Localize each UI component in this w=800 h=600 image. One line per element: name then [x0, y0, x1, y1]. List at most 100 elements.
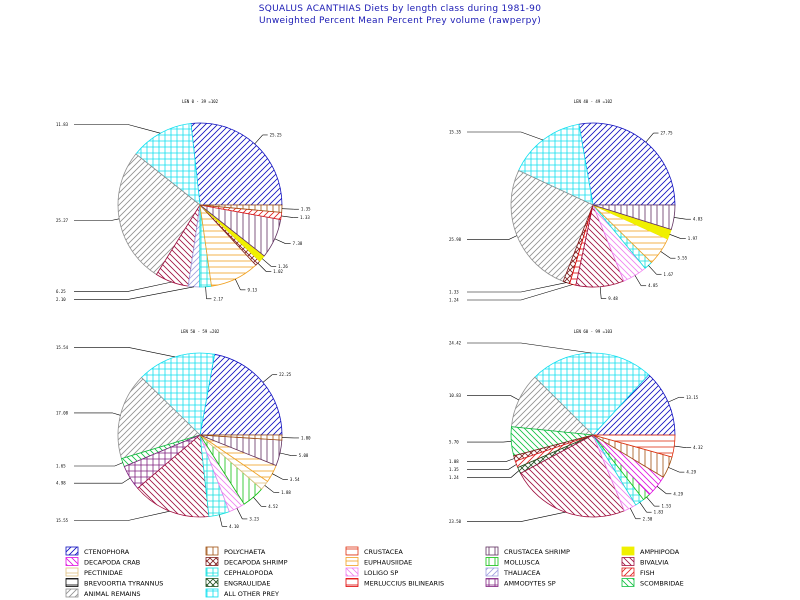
- legend-label: LOLIGO SP: [364, 569, 398, 577]
- slice-value-label: 7.38: [293, 241, 303, 246]
- slice-label-leader: [272, 473, 284, 480]
- slice-label-leader: [467, 282, 567, 293]
- chart-subtitle: Unweighted Percent Mean Percent Prey vol…: [258, 16, 542, 26]
- legend-label: SCOMBRIDAE: [640, 580, 684, 588]
- legend-item-all-other-prey: ALL OTHER PREY: [205, 588, 279, 598]
- pie-slice-animal-remains: [510, 170, 594, 282]
- legend-label: CEPHALOPODA: [224, 569, 273, 577]
- slice-label-leader: [219, 514, 223, 527]
- slice-value-label: 1.35: [449, 467, 459, 472]
- legend-swatch: [345, 557, 359, 566]
- legend-label: ENGRAULIDAE: [224, 580, 270, 588]
- legend-swatch: [345, 567, 359, 577]
- slice-value-label: 27.75: [660, 131, 673, 136]
- slice-value-label: 15.54: [56, 345, 69, 350]
- slice-label-leader: [261, 258, 272, 267]
- slice-value-label: 1.67: [664, 272, 674, 277]
- slice-label-leader: [599, 286, 602, 299]
- slice-value-label: 2.50: [643, 516, 653, 521]
- slice-value-label: 4.10: [229, 524, 239, 529]
- slice-label-leader: [668, 467, 680, 473]
- legend-swatch: [205, 567, 219, 577]
- slice-label-leader: [467, 284, 573, 301]
- slice-value-label: 22.25: [279, 372, 292, 377]
- slice-label-leader: [74, 412, 121, 416]
- slice-value-label: 15.55: [56, 518, 69, 523]
- legend-swatch: [621, 567, 635, 577]
- pie-slice-all-other-prey: [140, 352, 216, 436]
- legend-item-bivalvia: BIVALVIA: [621, 557, 669, 567]
- slice-value-label: 9.13: [247, 287, 257, 292]
- slice-label-leader: [74, 346, 176, 358]
- legend-label: ALL OTHER PREY: [224, 590, 279, 598]
- legend-swatch: [345, 546, 359, 556]
- slice-label-leader: [645, 132, 654, 143]
- legend-swatch: [205, 557, 219, 566]
- legend-swatch: [485, 578, 499, 587]
- pie-chart-1: LEN 0 - 39 =102 25.25 2.17 9.13 1.021.26 7.38…: [56, 99, 311, 302]
- legend-label: CTENOPHORA: [84, 548, 130, 556]
- slice-label-leader: [74, 218, 120, 221]
- slice-label-leader: [281, 215, 294, 218]
- legend-item-decapoda-crab: DECAPODA CRAB: [65, 557, 140, 567]
- slice-label-leader: [262, 374, 273, 383]
- slice-label-leader: [646, 496, 655, 507]
- slice-value-label: 1.00: [301, 435, 311, 440]
- slice-label-leader: [634, 275, 642, 286]
- slice-label-leader: [660, 251, 671, 259]
- slice-value-label: 1.24: [449, 298, 459, 303]
- legend-item-loligo-sp: LOLIGO SP: [345, 567, 398, 577]
- legend-swatch: [345, 578, 359, 587]
- pie-chart-4: LEN 60 - 99 =103 13.15 2.501.831.53 4.29 4.2…: [449, 329, 703, 524]
- slice-value-label: 25.25: [270, 132, 283, 137]
- slice-value-label: 1.97: [688, 236, 698, 241]
- legend-item-euphausiidae: EUPHAUSIIDAE: [345, 557, 412, 567]
- slice-label-leader: [674, 445, 687, 449]
- legend-swatch: [621, 557, 635, 566]
- slice-label-leader: [74, 510, 170, 521]
- slice-label-leader: [467, 395, 520, 401]
- slice-value-label: 1.83: [654, 510, 664, 515]
- legend-item-ammodytes-sp: AMMODYTES SP: [485, 578, 556, 588]
- legend-swatch: [205, 578, 219, 587]
- slice-label-leader: [467, 441, 512, 443]
- legend-label: DECAPODA SHRIMP: [224, 559, 288, 567]
- slice-label-leader: [669, 234, 681, 239]
- pie-chart-2: LEN 40 - 49 =102 27.75 9.48 4.85 1.67 5.55 1.9…: [449, 99, 703, 303]
- legend-swatch: [65, 567, 79, 577]
- slice-label-leader: [74, 477, 131, 484]
- legend-item-pectinidae: PECTINIDAE: [65, 567, 123, 577]
- slice-label-leader: [656, 486, 667, 495]
- slice-value-label: 3.54: [290, 477, 300, 482]
- slice-label-leader: [235, 278, 241, 290]
- legend-swatch: [621, 578, 635, 587]
- legend-label: MERLUCCIUS BILINEARIS: [364, 580, 444, 588]
- legend-swatch: [485, 567, 499, 577]
- legend-label: MOLLUSCA: [504, 559, 540, 567]
- legend-swatch: [65, 557, 79, 566]
- legend-item-mollusca: MOLLUSCA: [485, 557, 540, 567]
- slice-label-leader: [274, 238, 286, 244]
- legend-item-brevoortia-tyrannus: BREVOORTIA TYRANNUS: [65, 578, 163, 588]
- legend-swatch: [205, 588, 219, 598]
- slice-value-label: 17.08: [56, 410, 69, 415]
- slice-label-leader: [253, 497, 262, 507]
- slice-label-leader: [279, 452, 292, 456]
- legend-label: POLYCHAETA: [224, 548, 266, 556]
- slice-label-leader: [467, 235, 518, 240]
- slice-label-leader: [257, 262, 267, 272]
- slice-label-leader: [205, 286, 207, 299]
- legend-label: CRUSTACEA SHRIMP: [504, 548, 570, 556]
- legend-item-crustacea-shrimp: CRUSTACEA SHRIMP: [485, 546, 570, 556]
- pie-slice-bivalvia: [137, 434, 210, 518]
- slice-value-label: 1.33: [300, 215, 310, 220]
- slice-label-leader: [674, 217, 686, 220]
- pie-title: LEN 40 - 49 =102: [574, 99, 613, 104]
- slice-value-label: 23.50: [449, 519, 462, 524]
- slice-value-label: 1.24: [449, 475, 459, 480]
- slice-value-label: 25.98: [449, 237, 462, 242]
- slice-label-leader: [629, 507, 636, 519]
- legend-label: ANIMAL REMAINS: [84, 590, 141, 598]
- slice-value-label: 13.15: [686, 395, 699, 400]
